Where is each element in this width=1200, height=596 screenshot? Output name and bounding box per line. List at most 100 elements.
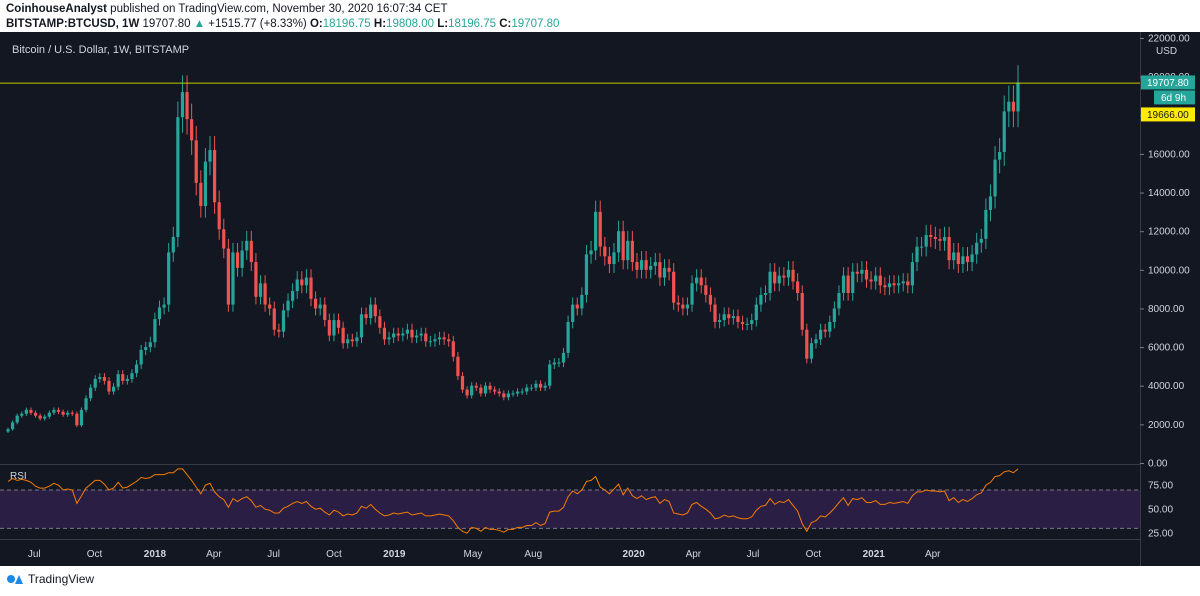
candle-body xyxy=(653,262,657,266)
candle-body xyxy=(208,150,212,162)
candle-body xyxy=(428,341,432,343)
x-tick-label: 2019 xyxy=(383,549,406,560)
y-tick-label: 0.00 xyxy=(1148,459,1168,470)
candle-body xyxy=(286,300,290,311)
candle-body xyxy=(575,304,579,309)
candle-body xyxy=(20,413,24,416)
candle-body xyxy=(474,385,478,388)
candle-body xyxy=(61,411,65,415)
candle-body xyxy=(538,383,543,388)
candle-body xyxy=(291,291,295,301)
candle-body xyxy=(506,393,511,398)
candle-body xyxy=(75,413,79,426)
candle-body xyxy=(942,236,947,241)
candle-body xyxy=(520,391,524,393)
candle-body xyxy=(961,256,965,265)
candle-body xyxy=(341,327,345,344)
candle-body xyxy=(29,409,33,413)
candle-body xyxy=(300,279,304,286)
y-tick-mark xyxy=(1140,424,1144,426)
candle-body xyxy=(240,250,244,268)
candle-body xyxy=(731,316,735,319)
candle-body xyxy=(649,265,653,270)
candle-body xyxy=(47,412,51,417)
y-tick-mark xyxy=(1140,385,1144,387)
rsi-line xyxy=(7,468,1019,534)
candle-body xyxy=(52,409,56,413)
candle-body xyxy=(350,339,354,342)
candle-body xyxy=(66,412,70,415)
candle-body xyxy=(740,321,745,324)
candle-body xyxy=(1007,101,1011,112)
candle-body xyxy=(167,252,171,305)
candle-body xyxy=(98,377,102,379)
candle-body xyxy=(6,429,10,432)
candle-body xyxy=(493,389,497,392)
low-value: 18196.75 xyxy=(448,18,497,30)
candle-body xyxy=(414,335,419,338)
candle-body xyxy=(116,374,120,387)
candle-body xyxy=(134,364,139,374)
candle-body xyxy=(722,314,726,321)
candle-body xyxy=(369,304,373,319)
candle-body xyxy=(346,339,350,344)
candle-body xyxy=(786,269,791,278)
candle-body xyxy=(782,275,786,278)
y-tick-mark xyxy=(1140,347,1144,349)
candle-body xyxy=(874,275,878,282)
candle-body xyxy=(323,304,327,321)
candle-body xyxy=(662,267,667,278)
chart-area[interactable]: 22000.0020000.0018000.0016000.0014000.00… xyxy=(0,32,1200,566)
x-tick-label: 2018 xyxy=(144,549,167,560)
candle-body xyxy=(543,385,547,388)
candle-body xyxy=(84,398,88,410)
candle-body xyxy=(258,283,263,297)
candle-body xyxy=(933,236,937,239)
candle-body xyxy=(410,329,414,338)
candle-body xyxy=(199,182,203,207)
candle-body xyxy=(621,231,625,261)
candle-body xyxy=(685,304,690,309)
candle-body xyxy=(855,271,859,274)
candle-body xyxy=(557,362,561,364)
candle-body xyxy=(364,314,368,319)
candle-body xyxy=(378,316,382,328)
candle-body xyxy=(515,391,520,394)
rsi-tick-label: 50.00 xyxy=(1148,505,1173,516)
candle-body xyxy=(313,298,318,309)
candle-body xyxy=(203,161,208,207)
candle-body xyxy=(846,275,850,293)
footer: TradingView xyxy=(6,572,94,586)
candle-body xyxy=(938,238,942,241)
candle-body xyxy=(396,333,400,336)
candle-body xyxy=(511,393,515,395)
candle-body xyxy=(222,229,226,249)
candle-body xyxy=(359,314,364,338)
candle-body xyxy=(598,211,602,247)
candle-body xyxy=(809,343,814,359)
y-tick-mark xyxy=(1140,269,1144,271)
candle-body xyxy=(566,321,570,353)
candle-body xyxy=(897,283,901,286)
open-value: 18196.75 xyxy=(322,18,371,30)
last-price-tag-label: 19707.80 xyxy=(1147,78,1189,89)
candle-body xyxy=(887,283,892,288)
candle-body xyxy=(878,275,882,286)
candle-body xyxy=(217,202,221,230)
candle-body xyxy=(1011,101,1016,112)
candle-body xyxy=(144,347,148,350)
candle-body xyxy=(956,252,960,265)
candle-body xyxy=(713,304,717,322)
candle-body xyxy=(373,304,377,317)
rsi-band xyxy=(0,490,1140,529)
candle-body xyxy=(433,339,437,342)
high-value: 19808.00 xyxy=(386,18,435,30)
candle-body xyxy=(447,339,451,342)
y-tick-label: 10000.00 xyxy=(1148,265,1190,276)
candle-body xyxy=(768,271,772,293)
candle-body xyxy=(832,308,836,322)
candle-body xyxy=(401,333,405,336)
x-tick-label: May xyxy=(464,549,483,560)
candle-body xyxy=(901,281,905,284)
candle-body xyxy=(465,389,469,396)
